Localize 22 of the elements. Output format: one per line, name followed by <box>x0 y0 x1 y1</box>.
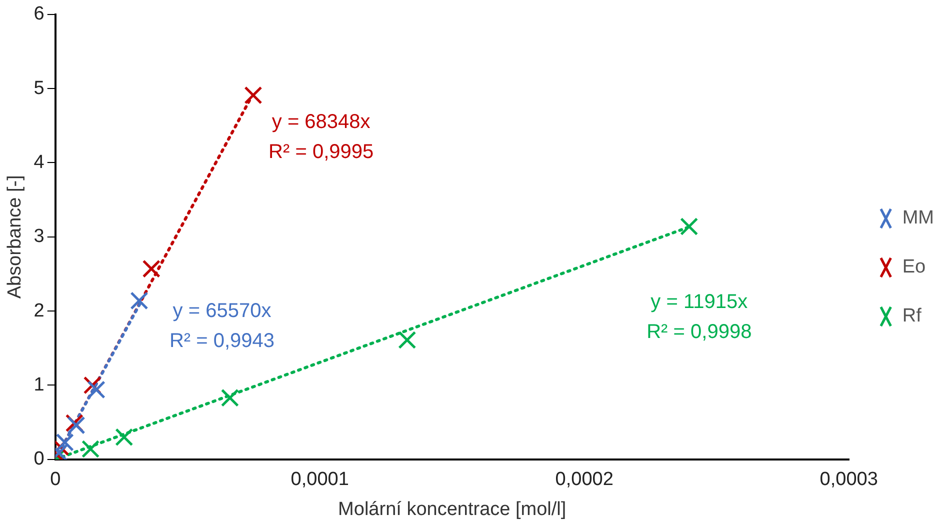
y-tick-label: 0 <box>34 448 44 470</box>
annotation: R² = 0,9995 <box>268 140 374 163</box>
x-tick-label: 0,0003 <box>820 469 878 490</box>
x-tick-label: 0,0002 <box>555 469 614 490</box>
x-tick-label: 0 <box>50 469 61 490</box>
legend-label: Eo <box>902 256 926 278</box>
annotation: R² = 0,9998 <box>646 321 752 344</box>
y-tick-label: 5 <box>34 78 44 99</box>
y-tick-label: 4 <box>34 152 45 173</box>
legend-label: MM <box>902 208 934 229</box>
annotation: y = 65570x <box>172 300 272 322</box>
y-axis-title: Absorbance [-] <box>4 175 26 299</box>
y-tick-label: 6 <box>34 4 44 25</box>
legend-label: Rf <box>902 306 922 327</box>
x-tick-label: 0,0001 <box>290 469 349 490</box>
x-axis-title: Molární koncentrace [mol/l] <box>338 498 566 520</box>
annotation: y = 68348x <box>272 110 370 133</box>
annotation: y = 11915x <box>650 291 748 314</box>
y-tick-label: 3 <box>34 226 44 248</box>
annotation: R² = 0,9943 <box>169 330 275 352</box>
y-tick-label: 1 <box>34 374 44 396</box>
y-tick-label: 2 <box>34 300 44 322</box>
